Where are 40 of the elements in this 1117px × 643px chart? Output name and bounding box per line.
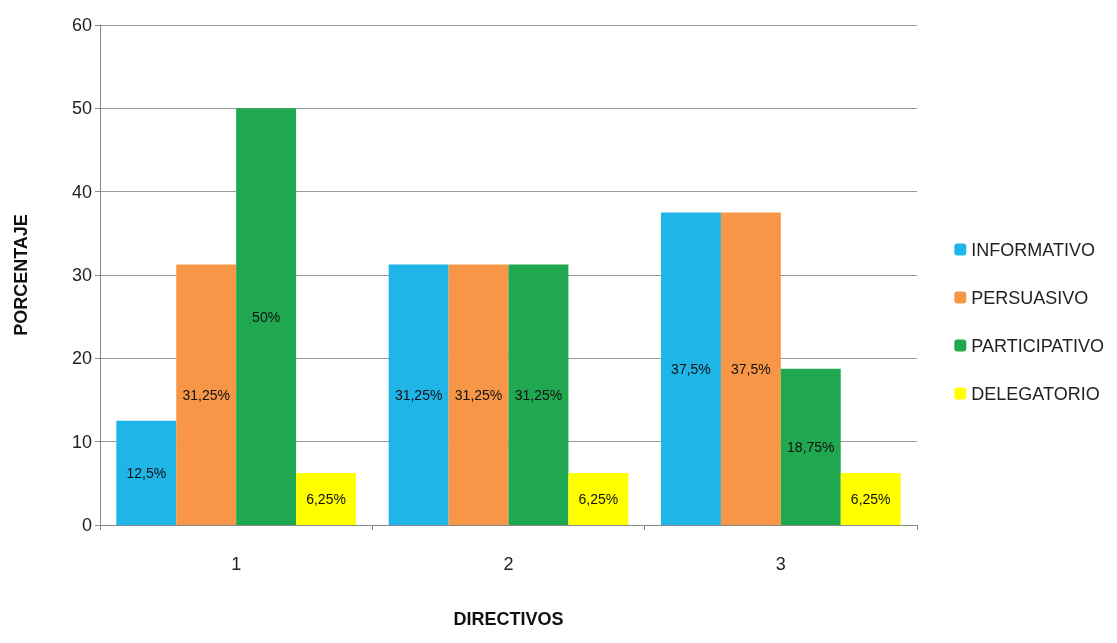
data-label: 37,5% xyxy=(671,360,711,377)
bar xyxy=(840,472,901,525)
bar xyxy=(780,368,841,525)
data-label: 31,25% xyxy=(394,386,443,403)
legend-label: PERSUASIVO xyxy=(971,287,1089,308)
y-tick-label: 30 xyxy=(71,265,92,285)
legend-label: PARTICIPATIVO xyxy=(971,335,1105,356)
x-tick-label: 1 xyxy=(231,554,242,574)
data-label: 18,75% xyxy=(787,438,835,455)
y-tick-label: 60 xyxy=(71,15,92,35)
bar xyxy=(176,264,237,525)
legend-label: DELEGATORIO xyxy=(971,383,1100,404)
data-label: 31,25% xyxy=(514,386,563,403)
legend-label: INFORMATIVO xyxy=(971,239,1095,260)
y-tick-label: 50 xyxy=(71,98,92,119)
y-tick-label: 0 xyxy=(81,515,92,535)
bar xyxy=(296,472,356,525)
bar xyxy=(508,264,569,525)
y-tick-label: 40 xyxy=(71,181,92,202)
bar xyxy=(568,472,629,525)
bar xyxy=(720,212,781,525)
x-axis-title: DIRECTIVOS xyxy=(453,609,564,629)
data-label: 50% xyxy=(252,308,281,325)
data-label: 12,5% xyxy=(126,464,167,481)
bar xyxy=(236,108,297,525)
y-tick-label: 20 xyxy=(71,348,92,369)
data-label: 6,25% xyxy=(578,490,619,507)
bar xyxy=(116,420,177,525)
data-label: 6,25% xyxy=(850,490,891,507)
data-label: 6,25% xyxy=(306,490,346,507)
bar xyxy=(661,212,721,525)
data-label: 37,5% xyxy=(731,360,771,377)
bar xyxy=(448,264,509,525)
x-tick-label: 3 xyxy=(775,554,786,574)
y-tick-label: 10 xyxy=(71,431,92,452)
x-tick-label: 2 xyxy=(503,554,514,574)
data-label: 31,25% xyxy=(182,386,230,403)
y-axis-title: PORCENTAJE xyxy=(11,214,31,336)
bar xyxy=(388,264,449,525)
data-label: 31,25% xyxy=(454,386,503,403)
